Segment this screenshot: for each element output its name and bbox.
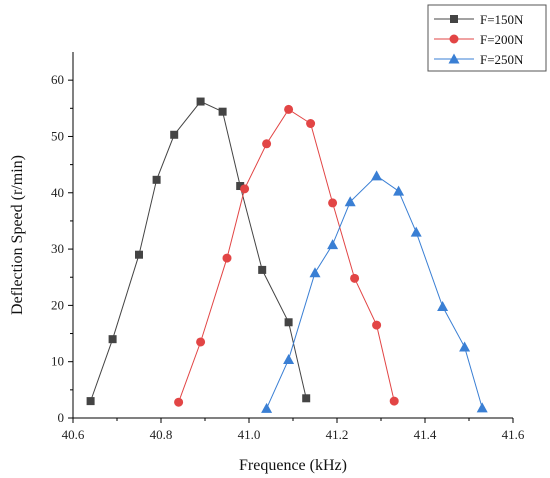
- series-layer: [86, 97, 488, 413]
- legend-marker: [448, 53, 460, 64]
- legend-box: [427, 4, 547, 72]
- y-tick-label: 50: [51, 128, 64, 143]
- y-tick-label: 10: [51, 354, 64, 369]
- data-point: [344, 196, 356, 207]
- data-point: [372, 320, 382, 330]
- legend-label: F=150N: [480, 12, 524, 27]
- data-point: [327, 239, 339, 250]
- x-tick-label: 41.4: [414, 427, 437, 442]
- x-tick-label: 41.6: [502, 427, 525, 442]
- legend-marker: [449, 34, 459, 44]
- data-point: [309, 267, 321, 278]
- data-point: [240, 184, 250, 194]
- data-point: [170, 130, 179, 139]
- y-tick-label: 20: [51, 297, 64, 312]
- legend-item: F=200N: [434, 32, 524, 47]
- data-point: [284, 318, 293, 327]
- data-point: [328, 198, 338, 208]
- data-point: [174, 397, 184, 407]
- x-tick-label: 40.8: [150, 427, 173, 442]
- x-tick-label: 40.6: [62, 427, 85, 442]
- series-line: [266, 175, 483, 409]
- data-point: [108, 335, 117, 344]
- x-tick-label: 41.2: [326, 427, 349, 442]
- series-line: [90, 100, 307, 402]
- data-point: [236, 182, 245, 191]
- data-point: [262, 139, 272, 149]
- axes: 40.6 40.8 41.0 41.2 41.4 41.6 0 10 20 30 40 50 60: [51, 52, 525, 442]
- x-tick-label: 41.0: [238, 427, 261, 442]
- y-tick-label: 60: [51, 72, 64, 87]
- data-point: [284, 104, 294, 114]
- x-axis-title: Frequence (kHz): [239, 457, 347, 474]
- data-point: [476, 402, 488, 413]
- legend-item: F=250N: [434, 52, 524, 67]
- series-F=250N: [261, 170, 488, 413]
- data-point: [283, 353, 295, 364]
- data-point: [350, 273, 360, 283]
- data-point: [152, 175, 161, 184]
- data-point: [135, 250, 143, 259]
- data-point: [410, 226, 422, 237]
- y-tick-label: 0: [58, 410, 65, 425]
- data-point: [218, 107, 227, 116]
- data-point: [302, 394, 311, 403]
- legend-marker: [450, 15, 458, 23]
- data-point: [371, 170, 383, 181]
- legend-item: F=150N: [434, 12, 524, 27]
- y-tick-label: 30: [51, 241, 64, 256]
- y-axis-title: Deflection Speed (r/min): [9, 155, 26, 315]
- data-point: [196, 97, 205, 106]
- legend-label: F=200N: [480, 32, 524, 47]
- series-F=200N: [174, 104, 399, 407]
- data-point: [389, 396, 399, 406]
- data-point: [86, 397, 95, 406]
- data-point: [393, 185, 405, 196]
- data-point: [261, 402, 273, 413]
- y-tick-label: 40: [51, 185, 64, 200]
- data-point: [459, 341, 471, 352]
- legend: F=150N F=200N F=250N: [427, 4, 547, 72]
- series-F=150N: [86, 97, 311, 406]
- data-point: [222, 253, 232, 263]
- data-point: [306, 119, 316, 129]
- legend-label: F=250N: [480, 52, 524, 67]
- data-point: [437, 301, 449, 312]
- data-point: [258, 265, 267, 274]
- data-point: [196, 337, 206, 347]
